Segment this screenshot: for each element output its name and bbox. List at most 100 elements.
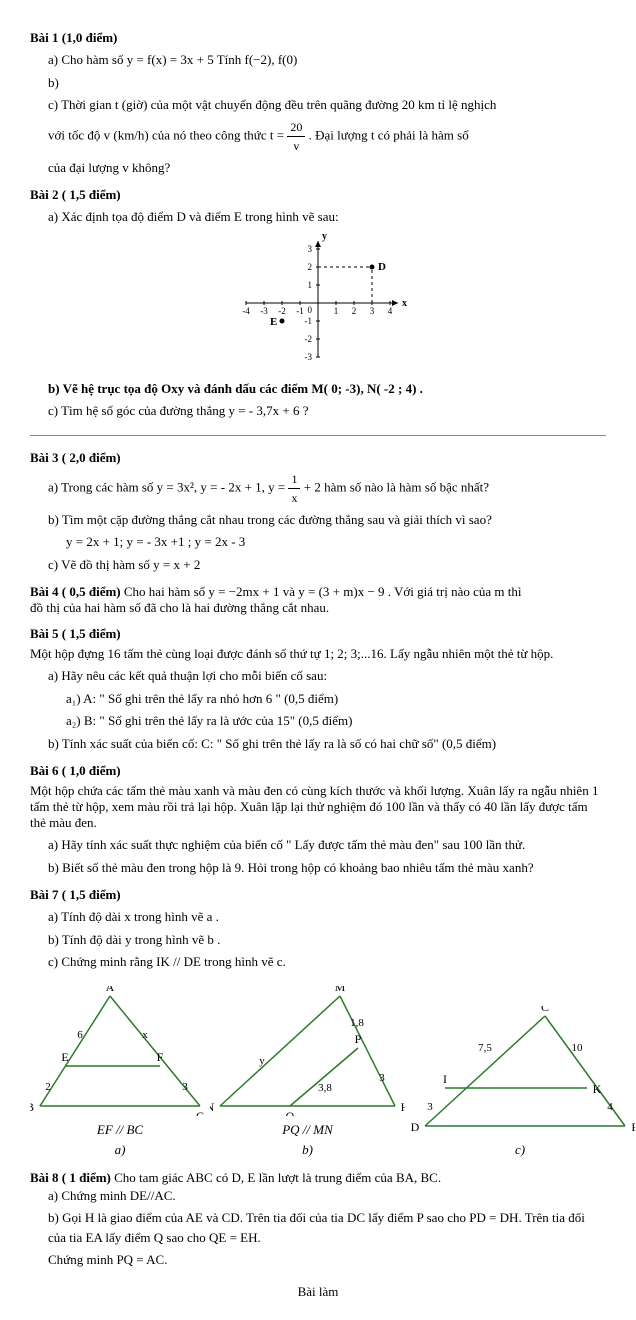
bai3-af-d: x [288,489,300,507]
svg-text:2: 2 [308,262,313,272]
svg-text:y: y [322,233,327,242]
bai2-b-bold: b) Vẽ hệ trục tọa độ Oxy và đánh dấu các… [48,381,423,396]
svg-text:-2: -2 [305,334,313,344]
figA-cap1: EF // BC [30,1122,210,1138]
figB-cap2: b) [210,1142,405,1158]
bai7-b: b) Tính độ dài y trong hình vẽ b . [48,930,606,950]
svg-text:P: P [355,1032,362,1046]
svg-text:1: 1 [334,306,339,316]
bai7-figA: ABCEF6x23 [30,986,210,1116]
bai1-title: Bài 1 (1,0 điểm) [30,30,606,46]
bai3-a1: a) Trong các hàm số y = 3x², y = - 2x + … [48,479,288,494]
svg-text:Q: Q [286,1109,295,1116]
svg-text:-1: -1 [305,316,313,326]
bai1-c2-text: với tốc độ v (km/h) của nó theo công thứ… [48,127,270,142]
bai8-b: b) Gọi H là giao điểm của AE và CD. Trên… [48,1208,606,1247]
bai6-title: Bài 6 ( 1,0 điểm) [30,763,606,779]
bai1-c2: với tốc độ v (km/h) của nó theo công thứ… [48,118,606,155]
bai2-a: a) Xác định tọa độ điểm D và điểm E tron… [48,207,606,227]
svg-text:3: 3 [379,1072,385,1084]
bai3-af-n: 1 [288,470,300,489]
bai8-title: Bài 8 ( 1 điểm) [30,1170,111,1185]
svg-text:1: 1 [308,280,313,290]
section-separator [30,435,606,436]
bai7-figures-row: ABCEF6x23 EF // BC a) MNHQP1,8y33,8 PQ /… [30,980,606,1158]
svg-text:4: 4 [607,1101,613,1113]
bai1-frac-n: 20 [287,118,305,137]
bai3-c: c) Vẽ đồ thị hàm số y = x + 2 [48,555,606,575]
svg-text:A: A [106,986,115,994]
bai6-intro: Một hộp chứa các tấm thẻ màu xanh và màu… [30,783,606,831]
bai3-b: b) Tìm một cặp đường thẳng cắt nhau tron… [48,510,606,530]
svg-text:B: B [30,1100,34,1114]
svg-text:4: 4 [388,306,393,316]
bai8-b2: Chứng minh PQ = AC. [48,1250,606,1270]
bai5-b: b) Tính xác suất của biến cố: C: " Số gh… [48,734,606,754]
bai2-c: c) Tìm hệ số góc của đường thẳng y = - 3… [48,401,606,421]
svg-text:-3: -3 [260,306,268,316]
bai4-t1: Cho hai hàm số y = −2mx + 1 và y = (3 + … [124,584,522,599]
svg-text:C: C [541,1006,549,1014]
bai7-a: a) Tính độ dài x trong hình vẽ a . [48,907,606,927]
svg-text:3: 3 [370,306,375,316]
svg-text:E: E [270,316,277,328]
bai5-intro: Một hộp đựng 16 tấm thẻ cùng loại được đ… [30,646,606,662]
bai1-c2b-text: . Đại lượng t có phải là hàm số [309,127,469,142]
svg-text:E: E [631,1120,635,1134]
bai5-a2: a₂) B: " Số ghi trên thẻ lấy ra là ước c… [66,711,606,731]
bai7-c: c) Chứng minh rằng IK // DE trong hình v… [48,952,606,972]
svg-text:0: 0 [308,305,313,315]
bai7-title: Bài 7 ( 1,5 điểm) [30,887,606,903]
svg-text:2: 2 [352,306,357,316]
bai1-frac-d: v [287,137,305,155]
svg-text:10: 10 [572,1042,584,1054]
bai3-a-frac: 1 x [288,470,300,507]
figB-wrap: MNHQP1,8y33,8 PQ // MN b) [210,980,405,1158]
bai8-block: Bài 8 ( 1 điểm) Cho tam giác ABC có D, E… [30,1170,606,1186]
bai3-a: a) Trong các hàm số y = 3x², y = - 2x + … [48,470,606,507]
bai8-t0: Cho tam giác ABC có D, E lần lượt là tru… [114,1170,441,1185]
svg-text:-4: -4 [242,306,250,316]
svg-text:x: x [142,1029,148,1041]
svg-text:I: I [443,1072,447,1086]
bai1-c3: của đại lượng v không? [48,158,606,178]
bai8-a: a) Chứng minh DE//AC. [48,1186,606,1206]
svg-text:E: E [61,1050,68,1064]
figC-cap2: c) [405,1142,635,1158]
svg-text:D: D [378,261,386,273]
bai1-a: a) Cho hàm số y = f(x) = 3x + 5 Tính f(−… [48,50,606,70]
svg-text:M: M [335,986,346,994]
bai4-title: Bài 4 ( 0,5 điểm) [30,584,121,599]
bai2-graph: -4-3-2-11234-3-2-11230xyDE [208,233,428,373]
svg-text:F: F [157,1050,164,1064]
bai2-title: Bài 2 ( 1,5 điểm) [30,187,606,203]
bai1-frac-eq: t = [270,127,284,142]
bai5-a: a) Hãy nêu các kết quả thuận lợi cho mỗi… [48,666,606,686]
bai1-c1: c) Thời gian t (giờ) của một vật chuyển … [48,95,606,115]
figB-cap1: PQ // MN [210,1122,405,1138]
bai4-block: Bài 4 ( 0,5 điểm) Cho hai hàm số y = −2m… [30,584,606,600]
svg-text:-2: -2 [278,306,286,316]
bai3-title: Bài 3 ( 2,0 điểm) [30,450,606,466]
svg-text:-1: -1 [296,306,304,316]
svg-text:-3: -3 [305,352,313,362]
bai3-a1b: + 2 hàm số nào là hàm số bậc nhất? [304,479,489,494]
svg-text:K: K [593,1082,602,1096]
bai5-a1: a₁) A: " Số ghi trên thẻ lấy ra nhỏ hơn … [66,689,606,709]
bai6-a: a) Hãy tính xác suất thực nghiệm của biế… [48,835,606,855]
bai2-b: b) Vẽ hệ trục tọa độ Oxy và đánh dấu các… [48,379,606,399]
svg-text:6: 6 [77,1029,83,1041]
svg-text:C: C [196,1109,204,1116]
bai6-b: b) Biết số thẻ màu đen trong hộp là 9. H… [48,858,606,878]
figA-cap2: a) [30,1142,210,1158]
bai5-title: Bài 5 ( 1,5 điểm) [30,626,606,642]
svg-text:3,8: 3,8 [318,1082,332,1094]
bai1-fraction: 20 v [287,118,305,155]
svg-text:N: N [210,1100,215,1114]
figC-wrap: CIKDE7,51034 c) [405,1000,635,1158]
bai1-b: b) [48,73,606,93]
footer-text: Bài làm [30,1284,606,1300]
svg-text:3: 3 [427,1101,433,1113]
bai4-t2: đồ thị của hai hàm số đã cho là hai đườn… [30,600,606,616]
svg-text:2: 2 [45,1081,51,1093]
